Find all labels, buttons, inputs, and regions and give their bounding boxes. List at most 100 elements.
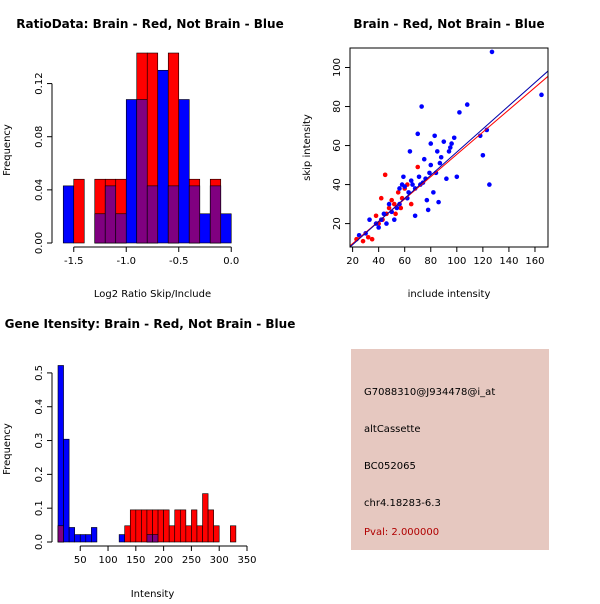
y-tick-label: 20 — [332, 217, 343, 230]
bar-not-brain — [79, 534, 87, 543]
x-tick-label: -0.5 — [169, 256, 189, 267]
probe-id: G7088310@J934478@i_at — [364, 387, 496, 398]
genomic-location: chr4.18283-6.3 — [364, 498, 441, 509]
bar-brain — [207, 509, 214, 543]
bar-overlap — [146, 185, 159, 244]
point-not-brain — [428, 141, 434, 146]
x-tick-label: 100 — [98, 555, 117, 566]
x-tick-label: 50 — [74, 555, 87, 566]
bar-not-brain — [57, 365, 64, 543]
bar-brain — [230, 525, 237, 543]
point-not-brain — [427, 170, 432, 176]
point-not-brain — [449, 141, 454, 146]
point-brain — [398, 205, 404, 211]
point-not-brain — [539, 92, 544, 98]
x-tick-label: 40 — [372, 256, 385, 267]
point-not-brain — [386, 201, 392, 207]
y-axis-label: Frequency — [2, 124, 13, 176]
bar-overlap — [167, 185, 180, 244]
point-not-brain — [434, 149, 440, 154]
point-not-brain — [416, 174, 422, 180]
point-not-brain — [407, 149, 413, 154]
bar-brain — [185, 525, 192, 543]
y-tick-label: 80 — [332, 100, 343, 113]
y-tick-label: 40 — [332, 178, 343, 191]
x-tick-label: 100 — [447, 256, 466, 267]
x-tick-label: 250 — [182, 555, 201, 566]
point-not-brain — [436, 199, 441, 205]
point-not-brain — [428, 162, 434, 168]
pval-text: Pval: 2.000000 — [364, 527, 440, 538]
point-not-brain — [451, 135, 457, 141]
gene-intensity-histogram: 50 100 150 200 250 300 350 0.0 0.1 0.2 0.3 0.4 0.5 In… — [2, 317, 295, 600]
bar-brain — [179, 509, 187, 543]
x-tick-label: 200 — [154, 555, 173, 566]
point-brain — [373, 213, 379, 219]
y-axis-label: Frequency — [2, 423, 13, 475]
point-not-brain — [412, 213, 418, 219]
y-tick-label: 0.00 — [34, 232, 45, 254]
point-not-brain — [381, 211, 387, 217]
bar-brain — [129, 509, 137, 543]
x-tick-label: 60 — [398, 256, 411, 267]
event-type: altCassette — [364, 424, 421, 435]
point-not-brain — [402, 184, 408, 189]
bar-not-brain — [178, 99, 190, 244]
bar-overlap — [94, 213, 106, 244]
bar-not-brain — [157, 69, 169, 244]
chart-title: Gene Itensity: Brain - Red, Not Brain - … — [5, 317, 296, 331]
bar-brain — [163, 509, 170, 543]
bar-brain — [174, 509, 181, 543]
bar-overlap — [136, 99, 148, 244]
point-not-brain — [419, 104, 424, 109]
point-not-brain — [432, 133, 437, 139]
point-not-brain — [401, 174, 406, 180]
point-not-brain — [489, 49, 495, 55]
bar-overlap — [152, 534, 159, 543]
point-not-brain — [410, 182, 415, 187]
bar-overlap — [57, 525, 64, 543]
bar-brain — [191, 509, 198, 543]
y-tick-label: 0.12 — [34, 72, 45, 94]
x-tick-label: 350 — [237, 555, 256, 566]
intensity-scatter: 20 40 60 80 100 120 140 160 20 40 60 80 100 include i… — [302, 17, 549, 300]
point-not-brain — [424, 197, 430, 203]
bar-not-brain — [68, 527, 75, 543]
point-brain — [395, 190, 401, 195]
bar-not-brain — [63, 438, 70, 543]
bar-brain — [202, 493, 209, 543]
x-tick-label: 120 — [473, 256, 492, 267]
point-not-brain — [457, 110, 462, 115]
point-brain — [386, 205, 392, 211]
point-not-brain — [480, 153, 486, 158]
point-brain — [393, 211, 398, 217]
bar-not-brain — [62, 185, 75, 244]
point-not-brain — [431, 190, 436, 195]
bar-not-brain — [118, 534, 126, 543]
y-tick-label: 0.4 — [34, 399, 45, 415]
x-tick-label: 140 — [499, 256, 518, 267]
point-not-brain — [441, 139, 447, 144]
bar-not-brain — [220, 213, 232, 244]
point-brain — [389, 197, 394, 203]
point-not-brain — [444, 176, 449, 182]
ratio-histogram: -1.5 -1.0 -0.5 0.0 0.00 0.04 0.08 0.12 Log2 Rati… — [2, 17, 284, 300]
point-brain — [360, 238, 366, 244]
y-tick-label: 0.2 — [34, 466, 45, 482]
point-not-brain — [454, 174, 460, 180]
bar-not-brain — [74, 534, 81, 543]
bar-overlap — [188, 185, 201, 244]
bar-brain — [124, 525, 131, 543]
y-tick-label: 0.5 — [34, 365, 45, 381]
bar-not-brain — [85, 534, 92, 543]
y-tick-label: 0.1 — [34, 500, 45, 516]
point-brain — [415, 164, 421, 170]
bar-brain — [213, 525, 220, 543]
bar-overlap — [146, 534, 153, 543]
point-not-brain — [487, 182, 492, 187]
point-not-brain — [421, 156, 427, 162]
point-not-brain — [437, 160, 443, 166]
x-axis-label: Log2 Ratio Skip/Include — [94, 289, 211, 300]
